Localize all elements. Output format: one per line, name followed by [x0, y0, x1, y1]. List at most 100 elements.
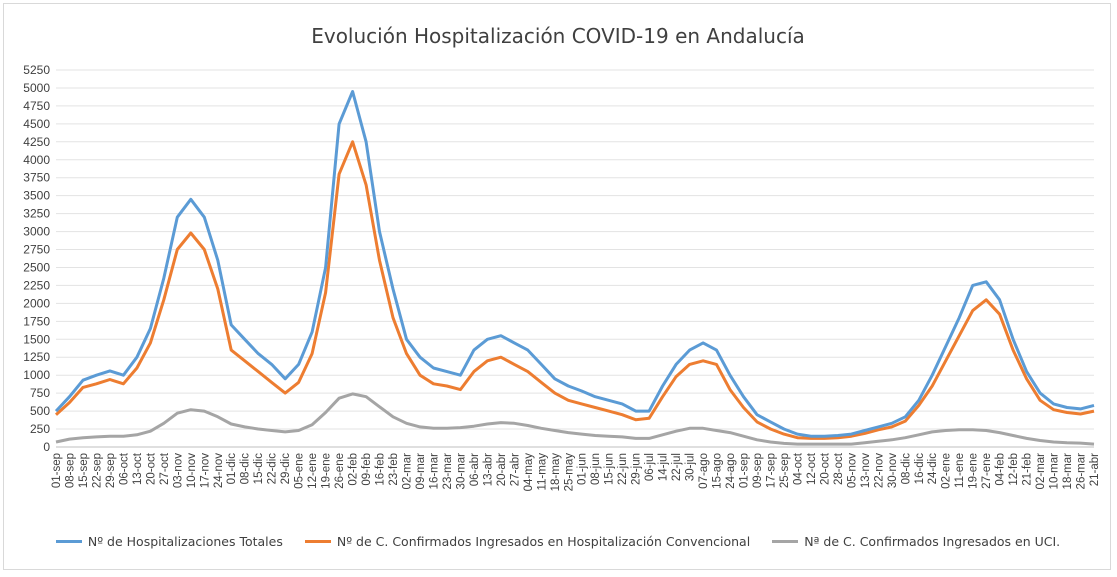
y-tick-label: 2250 — [23, 278, 50, 292]
x-tick-label: 01-jun — [577, 453, 589, 485]
x-tick-label: 28-oct — [833, 452, 845, 485]
x-tick-label: 25-may — [563, 453, 575, 492]
x-tick-label: 24-ago — [725, 453, 737, 489]
y-tick-label: 3000 — [23, 225, 50, 239]
legend-label: Nª de C. Confirmados Ingresados en UCI. — [804, 534, 1061, 549]
y-tick-label: 2750 — [23, 243, 50, 257]
line-chart: 0 250 500 750 1000 1250 1500 1750 2000 2250 2500 27… — [23, 63, 1101, 492]
x-tick-label: 18-mar — [1062, 453, 1074, 490]
x-tick-label: 15-sep — [78, 453, 90, 488]
legend-item: Nª de C. Confirmados Ingresados en UCI. — [772, 534, 1060, 549]
x-tick-label: 03-nov — [172, 453, 184, 488]
x-tick-label: 10-mar — [1049, 453, 1061, 490]
x-tick-label: 01-sep — [51, 453, 63, 488]
x-tick-label: 29-dic — [280, 453, 292, 485]
y-tick-label: 4500 — [23, 117, 50, 131]
x-tick-label: 06-jul — [644, 453, 656, 481]
legend-label: Nº de C. Confirmados Ingresados en Hospi… — [336, 534, 751, 549]
x-tick-label: 19-ene — [968, 453, 980, 489]
y-tick-label: 1250 — [23, 350, 50, 364]
x-tick-label: 16-mar — [428, 453, 440, 490]
y-tick-label: 1000 — [23, 368, 50, 382]
x-tick-label: 30-jul — [685, 453, 697, 481]
x-tick-label: 09-mar — [415, 453, 427, 490]
x-tick-label: 22-jun — [617, 453, 629, 485]
y-tick-label: 750 — [30, 386, 50, 400]
x-tick-label: 30-mar — [455, 453, 467, 490]
series-line — [54, 140, 1095, 440]
x-tick-label: 12-feb — [1008, 453, 1020, 486]
x-tick-label: 22-dic — [267, 453, 279, 485]
x-tick-label: 12-ene — [307, 453, 319, 489]
x-tick-label: 04-feb — [995, 453, 1007, 486]
chart-legend: Nº de Hospitalizaciones Totales Nº de C. … — [4, 534, 1112, 549]
y-tick-label: 2500 — [23, 260, 50, 274]
x-tick-label: 04-may — [523, 453, 535, 492]
x-tick-label: 20-oct — [819, 452, 831, 485]
x-tick-label: 09-feb — [361, 453, 373, 486]
y-tick-label: 3250 — [23, 207, 50, 221]
x-tick-label: 08-dic — [900, 453, 912, 485]
x-tick-label: 30-nov — [887, 453, 899, 488]
legend-swatch — [304, 540, 331, 543]
x-tick-label: 06-abr — [469, 453, 481, 486]
x-tick-label: 11-ene — [954, 453, 966, 488]
x-tick-label: 13-oct — [132, 452, 144, 485]
series-line — [55, 392, 1095, 446]
x-tick-label: 02-feb — [348, 453, 360, 486]
y-tick-label: 1500 — [23, 332, 50, 346]
legend-swatch — [55, 540, 82, 543]
x-tick-label: 17-sep — [765, 453, 777, 488]
x-tick-label: 04-oct — [792, 452, 804, 485]
y-tick-label: 500 — [30, 404, 50, 418]
x-tick-label: 06-oct — [118, 452, 130, 485]
x-tick-label: 08-dic — [240, 453, 252, 485]
y-tick-label: 4250 — [23, 135, 50, 149]
y-tick-label: 4750 — [23, 99, 50, 113]
x-tick-label: 18-may — [550, 453, 562, 492]
x-tick-label: 12-oct — [806, 452, 818, 485]
legend-item: Nº de C. Confirmados Ingresados en Hospi… — [304, 534, 751, 549]
x-tick-label: 02-ene — [941, 453, 953, 489]
x-tick-label: 21-abr — [1089, 453, 1101, 486]
series-line — [54, 90, 1095, 438]
x-tick-label: 01-dic — [226, 453, 238, 485]
x-tick-label: 17-nov — [199, 453, 211, 488]
y-tick-label: 0 — [43, 440, 50, 454]
x-tick-label: 25-sep — [779, 453, 791, 488]
x-tick-label: 27-ene — [981, 453, 993, 489]
x-tick-label: 01-sep — [739, 453, 751, 488]
x-tick-label: 16-feb — [375, 453, 387, 486]
x-tick-label: 10-nov — [186, 453, 198, 488]
legend-swatch — [772, 540, 799, 543]
x-tick-label: 19-ene — [321, 453, 333, 489]
x-tick-label: 02-mar — [401, 453, 413, 490]
legend-label: Nº de Hospitalizaciones Totales — [87, 534, 283, 549]
x-tick-label: 22-jul — [671, 453, 683, 481]
x-tick-label: 11-may — [536, 453, 548, 491]
x-tick-label: 05-ene — [294, 453, 306, 489]
x-tick-label: 23-mar — [442, 453, 454, 490]
x-tick-label: 23-feb — [388, 453, 400, 486]
x-tick-label: 02-mar — [1035, 453, 1047, 490]
y-tick-label: 1750 — [23, 314, 50, 328]
x-tick-label: 05-nov — [846, 453, 858, 488]
x-tick-label: 15-ago — [712, 453, 724, 489]
x-tick-label: 20-abr — [496, 453, 508, 486]
legend-item: Nº de Hospitalizaciones Totales — [55, 534, 283, 549]
x-tick-label: 07-ago — [698, 453, 710, 489]
x-tick-label: 27-oct — [159, 452, 171, 485]
x-tick-label: 13-nov — [860, 453, 872, 488]
y-tick-label: 3500 — [23, 189, 50, 203]
x-tick-label: 27-abr — [509, 453, 521, 486]
x-tick-label: 29-sep — [105, 453, 117, 488]
x-tick-label: 24-nov — [213, 453, 225, 488]
x-tick-label: 15-dic — [253, 453, 265, 485]
chart-title: Evolución Hospitalización COVID-19 en An… — [311, 24, 805, 48]
y-tick-label: 4000 — [23, 153, 50, 167]
x-tick-label: 22-sep — [91, 453, 103, 488]
x-tick-label: 26-ene — [334, 453, 346, 489]
x-tick-label: 29-jun — [631, 453, 643, 485]
y-tick-label: 2000 — [23, 296, 50, 310]
x-tick-label: 08-jun — [590, 453, 602, 485]
